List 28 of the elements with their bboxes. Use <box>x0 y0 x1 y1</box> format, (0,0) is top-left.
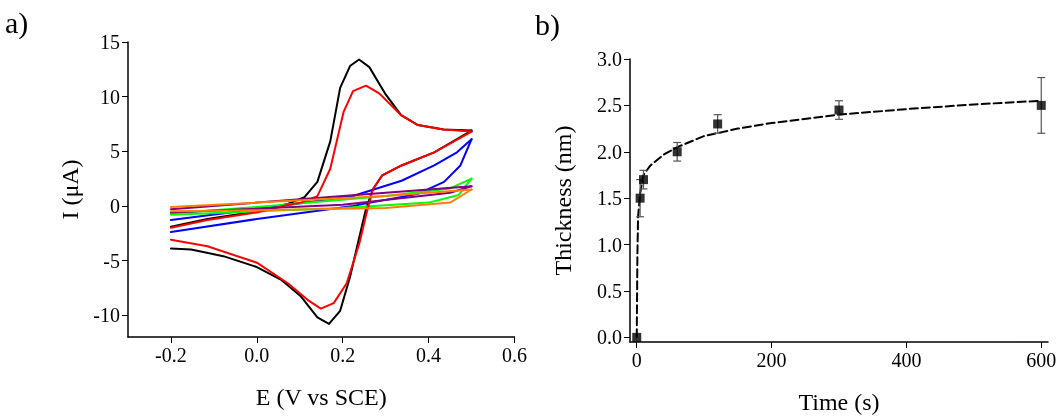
y-tick-label: 0.0 <box>597 326 622 349</box>
x-axis-title: E (V vs SCE) <box>255 384 387 410</box>
y-tick-label: 0 <box>110 194 120 217</box>
y-tick-label: 1.0 <box>597 233 622 256</box>
x-tick-label: -0.2 <box>155 344 187 366</box>
x-tick-label: 0.0 <box>244 344 270 366</box>
y-tick-label: 5 <box>110 140 120 163</box>
y-tick-label: -10 <box>93 304 120 327</box>
x-tick-label: 0 <box>631 349 642 371</box>
y-axis-title: Thickness (nm) <box>550 125 576 276</box>
y-tick-label: 2.0 <box>597 140 622 163</box>
y-tick-label: 3.0 <box>597 48 622 70</box>
x-tick-label: 400 <box>891 349 922 371</box>
y-tick-label: 10 <box>100 85 120 108</box>
y-tick-label: -5 <box>103 249 120 272</box>
y-tick-label: 1.5 <box>597 187 622 210</box>
chart-title: a) <box>5 5 29 40</box>
x-tick-label: 600 <box>1026 349 1057 371</box>
chart-title: b) <box>535 7 560 42</box>
x-tick-label: 200 <box>756 349 787 371</box>
y-tick-label: 15 <box>100 31 120 53</box>
y-tick-label: 0.5 <box>597 279 622 302</box>
x-tick-label: 0.2 <box>330 344 356 366</box>
x-tick-label: 0.4 <box>416 344 442 366</box>
y-tick-label: 2.5 <box>597 94 622 117</box>
x-axis-title: Time (s) <box>798 389 880 415</box>
y-axis-title: I (μA) <box>57 159 84 220</box>
x-tick-label: 0.6 <box>502 344 527 366</box>
